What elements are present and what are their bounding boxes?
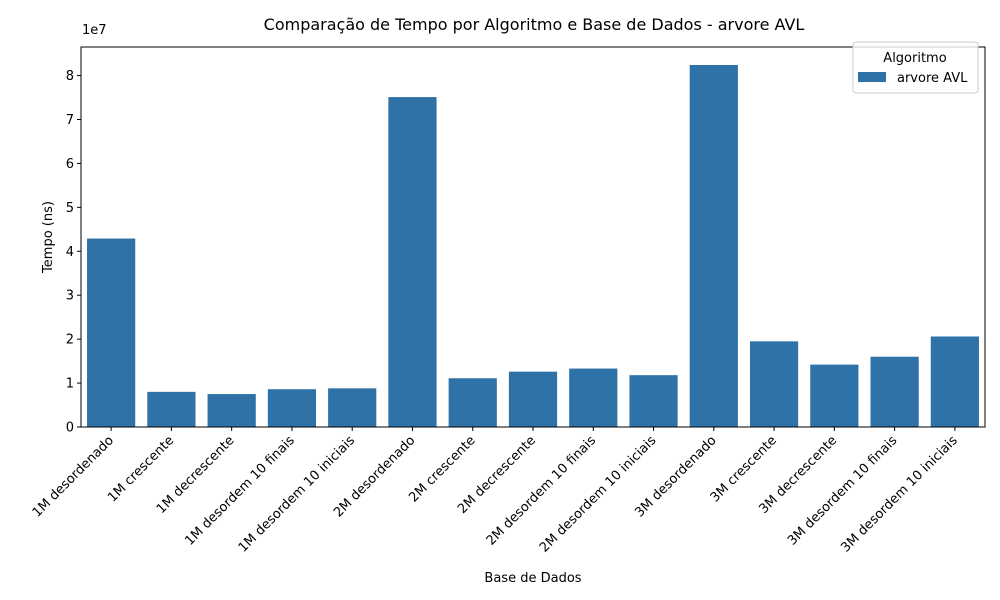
y-tick-label: 5 <box>66 201 74 216</box>
y-tick-label: 0 <box>66 421 74 436</box>
bar <box>267 389 317 427</box>
x-tick-label: 3M desordem 10 iniciais <box>838 433 960 555</box>
y-tick-label: 7 <box>66 113 74 128</box>
y-tick-label: 6 <box>66 157 74 172</box>
bar <box>629 375 678 427</box>
x-axis-label: Base de Dados <box>484 571 581 586</box>
legend-entry-label: arvore AVL <box>897 71 968 86</box>
bar <box>328 388 377 427</box>
x-tick-label: 1M desordem 10 finais <box>182 433 298 549</box>
y-tick-label: 4 <box>66 245 74 260</box>
x-tick-label: 2M desordem 10 iniciais <box>537 433 659 555</box>
bar <box>569 368 618 427</box>
x-tick-label: 1M desordem 10 iniciais <box>236 433 358 555</box>
bar <box>448 378 497 427</box>
y-axis-ticks: 0 1 2 3 4 5 6 7 8 <box>66 69 81 436</box>
x-tick-label: 3M desordem 10 finais <box>785 433 901 549</box>
bar <box>930 336 979 427</box>
legend: Algoritmo arvore AVL <box>852 41 979 94</box>
y-tick-label: 3 <box>66 289 74 304</box>
bars <box>87 65 979 427</box>
y-tick-label: 1 <box>66 377 74 392</box>
bar <box>508 371 558 427</box>
y-axis-label: Tempo (ns) <box>41 201 56 274</box>
y-tick-label: 2 <box>66 333 74 348</box>
bar <box>207 394 256 427</box>
bar <box>689 65 738 427</box>
legend-swatch <box>858 72 886 82</box>
chart-title: Comparação de Tempo por Algoritmo e Base… <box>264 15 805 34</box>
bar <box>810 364 859 427</box>
bar <box>87 238 136 427</box>
bar <box>147 391 196 427</box>
bar <box>388 97 437 427</box>
x-tick-label: 2M desordem 10 finais <box>484 433 600 549</box>
y-tick-label: 8 <box>66 69 74 84</box>
bar <box>749 341 799 427</box>
x-tick-label: 1M desordenado <box>30 433 117 520</box>
y-scale-label: 1e7 <box>82 23 107 38</box>
bar <box>870 356 919 427</box>
plot-frame <box>80 46 986 428</box>
legend-title: Algoritmo <box>883 51 946 66</box>
